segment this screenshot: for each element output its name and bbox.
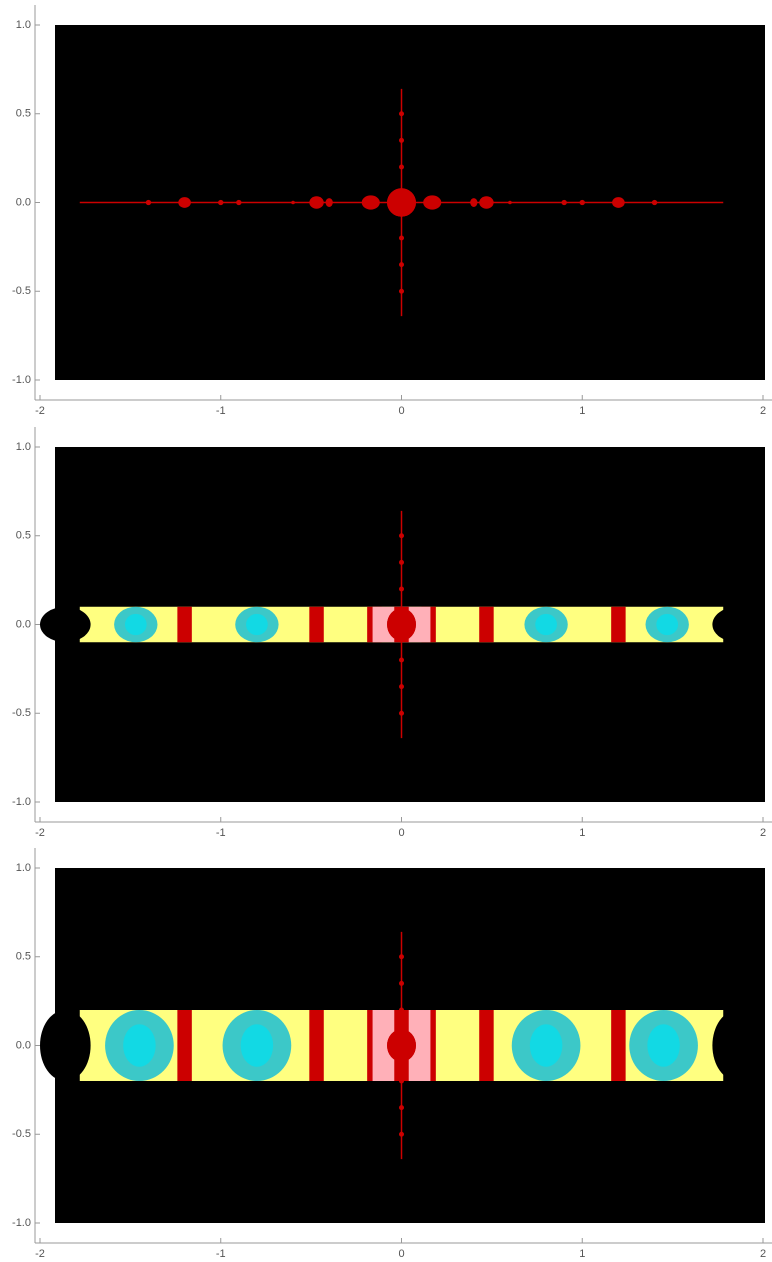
- red-bulb: [561, 199, 567, 206]
- y-tick-label: -1.0: [12, 1217, 31, 1229]
- end-cap: [712, 606, 763, 643]
- red-bulb: [579, 199, 585, 206]
- cyan-core: [656, 613, 679, 636]
- red-bulb: [387, 1029, 416, 1062]
- red-node: [399, 288, 404, 294]
- red-bulb: [218, 199, 224, 206]
- cyan-core: [123, 1024, 156, 1067]
- red-bar: [309, 606, 324, 643]
- red-node: [399, 164, 404, 170]
- x-tick-label: -2: [35, 827, 45, 839]
- red-bulb: [612, 197, 625, 208]
- red-bulb: [470, 198, 478, 207]
- red-node: [399, 235, 404, 241]
- red-node: [399, 533, 404, 539]
- red-node: [399, 1105, 404, 1111]
- x-tick-label: 1: [579, 827, 585, 839]
- y-tick-label: 1.0: [16, 862, 31, 874]
- red-bulb: [423, 195, 442, 210]
- red-bulb: [178, 197, 191, 208]
- x-tick-label: 1: [579, 405, 585, 417]
- cyan-core: [535, 613, 557, 636]
- cyan-core: [124, 613, 147, 636]
- x-tick-label: -1: [216, 1248, 226, 1260]
- x-tick-label: 0: [398, 405, 404, 417]
- red-bulb: [309, 196, 324, 209]
- red-bar: [611, 1010, 626, 1081]
- x-tick-label: -1: [216, 405, 226, 417]
- red-node: [399, 559, 404, 565]
- red-bulb: [145, 199, 152, 206]
- y-tick-label: 0.0: [16, 1039, 31, 1051]
- red-bulb: [236, 199, 242, 206]
- red-bulb: [508, 200, 512, 205]
- fractal: [40, 510, 763, 739]
- panel: -2 -1 0 1 2 1.0 0.5 0.0 -0.5 -1.0: [12, 5, 772, 417]
- red-node: [399, 657, 404, 663]
- red-node: [399, 980, 404, 986]
- cyan-core: [647, 1024, 680, 1067]
- y-tick-label: -1.0: [12, 374, 31, 386]
- red-bulb: [361, 195, 380, 210]
- x-tick-label: -1: [216, 827, 226, 839]
- red-node: [399, 111, 404, 117]
- red-node: [399, 1131, 404, 1137]
- red-node: [399, 586, 404, 592]
- red-bulb: [479, 196, 494, 209]
- end-cap: [712, 1010, 763, 1081]
- panel: -2 -1 0 1 2 1.0 0.5 0.0 -0.5 -1.0: [12, 427, 772, 839]
- red-bar: [177, 1010, 192, 1081]
- y-tick-label: -0.5: [12, 1128, 31, 1140]
- y-tick-label: 0.5: [16, 108, 31, 120]
- y-tick-label: 0.0: [16, 196, 31, 208]
- red-bar: [611, 606, 626, 643]
- red-bar: [309, 1010, 324, 1081]
- x-tick-label: 0: [398, 1248, 404, 1260]
- red-bar: [479, 1010, 494, 1081]
- cyan-core: [529, 1024, 563, 1067]
- x-tick-label: 2: [760, 1248, 766, 1260]
- y-tick-label: 0.5: [16, 951, 31, 963]
- x-tick-label: -2: [35, 1248, 45, 1260]
- red-node: [399, 954, 404, 960]
- y-tick-label: -0.5: [12, 285, 31, 297]
- red-bulb: [387, 608, 416, 641]
- end-cap: [40, 606, 91, 643]
- x-tick-label: 2: [760, 827, 766, 839]
- red-bulb: [325, 198, 333, 207]
- cyan-core: [246, 613, 268, 636]
- red-node: [399, 1007, 404, 1013]
- y-tick-label: 1.0: [16, 441, 31, 453]
- y-tick-label: -1.0: [12, 796, 31, 808]
- red-node: [399, 262, 404, 268]
- red-node: [399, 137, 404, 143]
- x-tick-label: 2: [760, 405, 766, 417]
- red-bulb: [651, 199, 658, 206]
- y-tick-label: -0.5: [12, 707, 31, 719]
- x-tick-label: -2: [35, 405, 45, 417]
- x-tick-label: 1: [579, 1248, 585, 1260]
- y-tick-label: 0.0: [16, 618, 31, 630]
- panel: -2 -1 0 1 2 1.0 0.5 0.0 -0.5 -1.0: [12, 848, 772, 1260]
- red-node: [399, 710, 404, 716]
- fractal: [79, 88, 724, 317]
- red-node: [399, 684, 404, 690]
- y-tick-label: 0.5: [16, 530, 31, 542]
- red-bar: [177, 606, 192, 643]
- x-tick-label: 0: [398, 827, 404, 839]
- end-cap: [40, 1010, 91, 1081]
- red-bulb: [291, 200, 295, 205]
- red-node: [399, 1078, 404, 1084]
- red-bar: [479, 606, 494, 643]
- red-bulb: [387, 188, 416, 217]
- fractal: [40, 931, 763, 1160]
- y-tick-label: 1.0: [16, 19, 31, 31]
- cyan-core: [240, 1024, 274, 1067]
